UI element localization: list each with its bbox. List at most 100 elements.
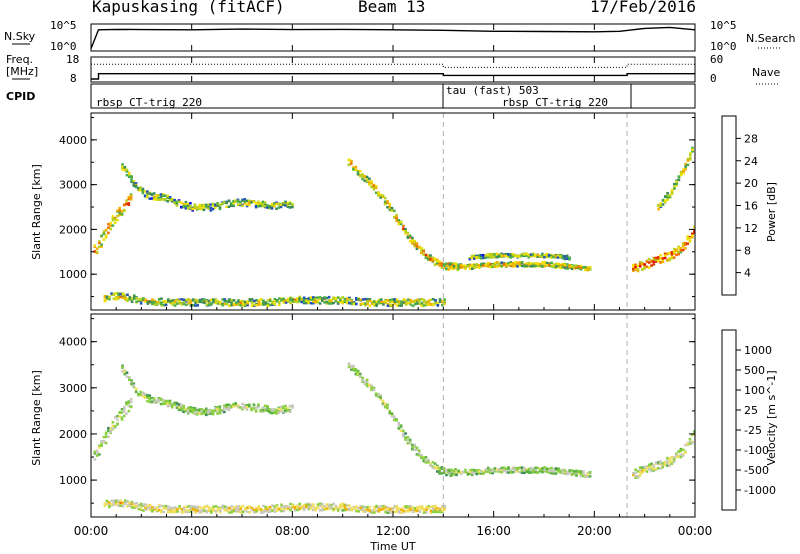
heatmap-cell — [422, 459, 425, 463]
heatmap-cell — [168, 196, 172, 199]
heatmap-cell — [398, 507, 401, 510]
heatmap-cell — [198, 207, 201, 210]
heatmap-cell — [672, 252, 676, 255]
heatmap-cell — [448, 472, 451, 475]
heatmap-cell — [520, 264, 524, 268]
heatmap-cell — [214, 407, 217, 410]
heatmap-cell — [296, 508, 299, 512]
x-tick-label: 04:00 — [174, 524, 209, 538]
heatmap-cell — [664, 195, 667, 198]
heatmap-cell — [504, 254, 508, 258]
heatmap-cell — [548, 467, 551, 471]
heatmap-cell — [691, 232, 694, 236]
heatmap-cell — [157, 297, 161, 301]
heatmap-cell — [400, 301, 403, 305]
heatmap-cell — [146, 190, 149, 193]
heatmap-cell — [160, 301, 163, 304]
heatmap-cell — [243, 202, 247, 205]
heatmap-cell — [663, 252, 667, 256]
heatmap-cell — [529, 471, 533, 474]
heatmap-cell — [117, 295, 120, 298]
heatmap-cell — [148, 506, 152, 509]
heatmap-cell — [411, 236, 414, 240]
heatmap-cell — [135, 300, 138, 303]
heatmap-cell — [440, 472, 444, 475]
heatmap-cell — [175, 406, 179, 409]
heatmap-cell — [480, 472, 483, 475]
heatmap-cell — [195, 410, 199, 414]
heatmap-cell — [505, 471, 508, 474]
heatmap-cell — [386, 200, 389, 203]
heatmap-cell — [280, 505, 283, 508]
heatmap-cell — [225, 405, 228, 409]
heatmap-cell — [659, 257, 662, 260]
heatmap-cell — [302, 300, 306, 304]
heatmap-cell — [495, 468, 499, 472]
heatmap-cell — [411, 510, 415, 514]
heatmap-cell — [436, 467, 439, 470]
heatmap-cell — [121, 296, 125, 300]
heatmap-cell — [632, 267, 635, 271]
heatmap-cell — [393, 216, 396, 219]
heatmap-cell — [186, 406, 190, 410]
heatmap-cell — [422, 507, 426, 511]
heatmap-cell — [374, 186, 378, 190]
heatmap-cell — [270, 202, 274, 206]
heatmap-cell — [514, 264, 517, 267]
heatmap-cell — [488, 256, 492, 259]
heatmap-cell — [164, 303, 168, 307]
heatmap-cell — [309, 302, 313, 305]
heatmap-cell — [450, 265, 454, 268]
heatmap-cell — [498, 262, 501, 265]
heatmap-cell — [561, 263, 565, 267]
heatmap-cell — [427, 458, 430, 462]
heatmap-cell — [234, 402, 237, 406]
heatmap-cell — [650, 469, 653, 473]
heatmap-cell — [447, 262, 450, 265]
heatmap-cell — [468, 264, 472, 267]
heatmap-cell — [438, 260, 441, 263]
heatmap-cell — [336, 506, 340, 510]
heatmap-cell — [559, 263, 562, 267]
heatmap-cell — [675, 452, 678, 456]
heatmap-cell — [166, 402, 170, 405]
heatmap-cell — [354, 165, 358, 169]
heatmap-cell — [579, 264, 583, 268]
heatmap-cell — [443, 504, 446, 508]
heatmap-cell — [659, 254, 662, 257]
heatmap-cell — [121, 168, 124, 171]
heatmap-cell — [645, 260, 649, 264]
heatmap-cell — [355, 297, 358, 300]
heatmap-cell — [473, 471, 476, 475]
heatmap-cell — [134, 182, 138, 185]
heatmap-cell — [552, 255, 555, 259]
heatmap-cell — [459, 472, 463, 476]
heatmap-cell — [647, 468, 651, 471]
heatmap-cell — [659, 202, 663, 205]
heatmap-cell — [282, 507, 286, 510]
heatmap-cell — [318, 502, 322, 505]
heatmap-cell — [691, 441, 694, 445]
heatmap-cell — [171, 402, 174, 406]
heatmap-cell — [566, 263, 569, 266]
heatmap-cell — [536, 466, 540, 470]
heatmap-cell — [120, 418, 124, 421]
heatmap-cell — [400, 511, 403, 514]
heatmap-cell — [422, 304, 426, 307]
heatmap-cell — [120, 408, 124, 411]
heatmap-cell — [647, 257, 651, 261]
heatmap-cell — [187, 509, 190, 512]
heatmap-cell — [103, 504, 107, 508]
heatmap-cell — [670, 253, 674, 256]
colorbar-tick-label: 16 — [744, 200, 758, 213]
heatmap-cell — [634, 265, 637, 269]
heatmap-cell — [327, 507, 331, 510]
heatmap-cell — [189, 304, 193, 307]
heatmap-cell — [438, 466, 441, 470]
velocity-heatmap — [93, 314, 695, 517]
heatmap-cell — [98, 453, 101, 456]
heatmap-cell — [186, 206, 190, 210]
heatmap-cell — [511, 467, 515, 471]
heatmap-cell — [565, 254, 569, 257]
heatmap-cell — [354, 372, 358, 376]
